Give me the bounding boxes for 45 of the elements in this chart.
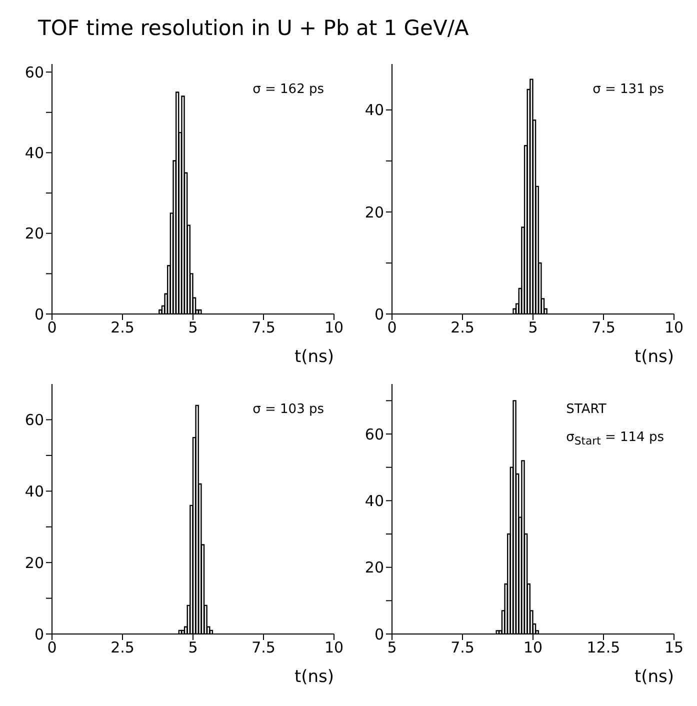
y-tick-label: 40 [364,101,384,120]
x-axis-title: t(ns) [634,667,674,687]
x-tick-label: 2.5 [110,638,134,657]
chart-title: TOF time resolution in U + Pb at 1 GeV/A [37,15,470,42]
x-tick-label: 10 [324,318,344,337]
x-tick-label: 5 [387,638,397,657]
x-tick-label: 5 [188,638,198,657]
x-tick-label: 7.5 [252,638,276,657]
x-tick-label: 7.5 [252,318,276,337]
y-tick-label: 0 [374,625,384,644]
y-tick-label: 20 [24,224,44,243]
x-axis-title: t(ns) [294,347,334,367]
y-tick-label: 40 [24,144,44,162]
x-tick-label: 7.5 [592,318,616,337]
y-tick-label: 0 [374,305,384,324]
x-tick-label: 0 [387,318,397,337]
y-tick-label: 20 [364,203,384,222]
x-tick-label: 10 [664,318,684,337]
x-tick-label: 2.5 [450,318,474,337]
x-axis-title: t(ns) [634,347,674,367]
annotation: σ$_{Start}$ = 114 ps [566,429,664,450]
y-tick-label: 60 [24,63,44,82]
y-tick-label: 0 [34,305,44,324]
annotation: σ = 131 ps [592,81,664,99]
annotation: σ = 162 ps [252,81,324,99]
x-axis-title: t(ns) [294,667,334,687]
x-tick-label: 10 [523,638,543,657]
x-tick-label: 7.5 [450,638,474,657]
x-tick-label: 12.5 [586,638,620,657]
x-tick-label: 5 [188,318,198,337]
x-tick-label: 15 [664,638,684,657]
x-tick-label: 0 [47,638,57,657]
y-tick-label: 60 [364,425,384,444]
x-tick-label: 5 [528,318,538,337]
y-tick-label: 60 [24,411,44,430]
annotation: START [566,401,608,419]
y-tick-label: 20 [24,554,44,572]
y-tick-label: 40 [364,492,384,510]
annotation: σ = 103 ps [252,401,324,419]
y-tick-label: 0 [34,625,44,644]
x-tick-label: 10 [324,638,344,657]
x-tick-label: 2.5 [110,318,134,337]
y-tick-label: 20 [364,558,384,577]
x-tick-label: 0 [47,318,57,337]
y-tick-label: 40 [24,482,44,500]
